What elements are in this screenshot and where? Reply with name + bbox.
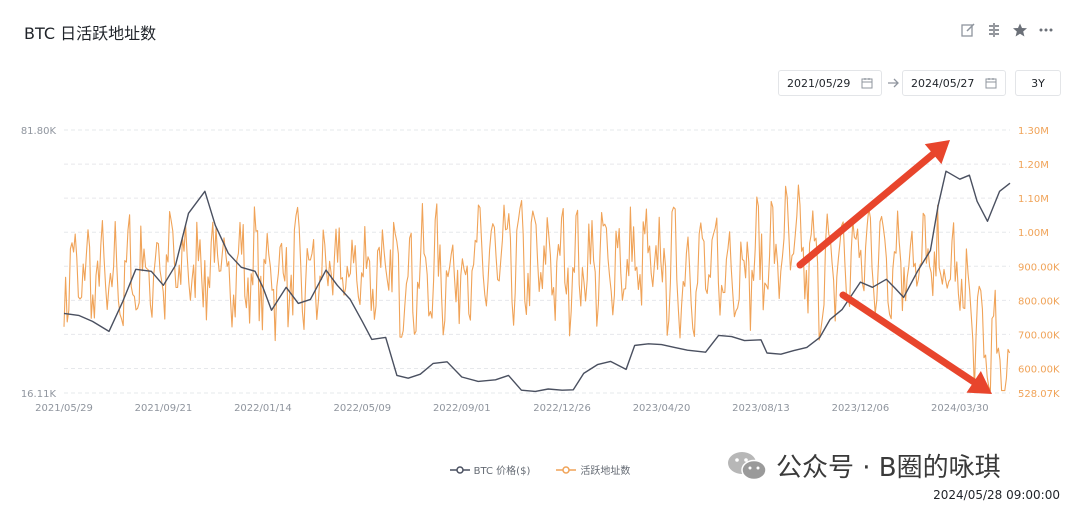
arrow-right-icon xyxy=(888,78,899,88)
arrow-up-right xyxy=(796,140,950,269)
chart-title: BTC 日活跃地址数 xyxy=(24,24,157,43)
timestamp: 2024/05/28 09:00:00 xyxy=(933,488,1060,502)
y-right-tick-label: 1.00M xyxy=(1018,228,1049,239)
wechat-logo-icon xyxy=(728,451,767,480)
y-right-tick-label: 1.30M xyxy=(1018,126,1049,137)
compare-icon[interactable] xyxy=(986,22,1002,38)
legend-line-icon xyxy=(449,465,470,474)
series-line-btc-price xyxy=(63,170,1011,393)
y-right-tick-label: 700.00K xyxy=(1018,330,1060,341)
y-right-tick-label: 528.07K xyxy=(1018,389,1060,400)
x-tick-label: 2023/08/13 xyxy=(732,403,790,414)
x-tick-label: 2022/12/26 xyxy=(533,403,591,414)
y-left-tick-label: 81.80K xyxy=(21,126,57,137)
start-date-value: 2021/05/29 xyxy=(787,76,851,90)
chart-legend: BTC 价格($) 活跃地址数 xyxy=(0,462,1080,477)
toolbar xyxy=(960,22,1054,38)
line-chart: 1.30M 1.20M 1.10M 1.00M 900.00K 800.00K 700.00… xyxy=(21,126,1060,414)
x-tick-label: 2021/09/21 xyxy=(135,403,193,414)
edit-icon[interactable] xyxy=(960,22,976,38)
x-tick-label: 2023/12/06 xyxy=(832,403,890,414)
arrow-shaft xyxy=(839,291,978,386)
y-right-tick-label: 1.10M xyxy=(1018,194,1049,205)
x-tick-label: 2022/01/14 xyxy=(234,403,292,414)
start-date-input[interactable]: 2021/05/29 xyxy=(778,70,882,96)
end-date-value: 2024/05/27 xyxy=(911,76,975,90)
arrow-head xyxy=(966,370,992,394)
x-tick-label: 2022/05/09 xyxy=(334,403,392,414)
more-icon[interactable] xyxy=(1038,22,1054,38)
y-right-tick-label: 800.00K xyxy=(1018,296,1060,307)
arrow-shaft xyxy=(796,150,937,269)
x-tick-label: 2021/05/29 xyxy=(35,403,93,414)
y-right-tick-label: 900.00K xyxy=(1018,262,1060,273)
x-tick-label: 2024/03/30 xyxy=(931,403,989,414)
legend-item-addresses[interactable]: 活跃地址数 xyxy=(556,462,630,477)
watermark-text: 公众号 · B圈的咏琪 xyxy=(776,453,1001,483)
legend-label-btc: BTC 价格($) xyxy=(473,466,531,477)
y-right-tick-label: 600.00K xyxy=(1018,364,1060,375)
x-tick-label: 2023/04/20 xyxy=(633,403,691,414)
legend-item-btc[interactable]: BTC 价格($) xyxy=(449,462,531,477)
range-3y-button[interactable]: 3Y xyxy=(1015,70,1061,96)
end-date-input[interactable]: 2024/05/27 xyxy=(902,70,1006,96)
y-left-tick-label: 16.11K xyxy=(21,389,57,400)
series-line-active-addresses xyxy=(63,184,1011,392)
arrow-down-right xyxy=(839,291,992,394)
y-right-tick-label: 1.20M xyxy=(1018,160,1049,171)
legend-line-icon xyxy=(556,465,577,474)
annotation-arrows xyxy=(796,140,992,394)
star-icon[interactable] xyxy=(1012,22,1028,38)
arrow-head xyxy=(924,140,950,165)
x-tick-label: 2022/09/01 xyxy=(433,403,491,414)
calendar-icon xyxy=(985,78,997,89)
watermark: 公众号 · B圈的咏琪 xyxy=(726,447,1001,484)
calendar-icon xyxy=(861,78,873,89)
legend-label-addresses: 活跃地址数 xyxy=(580,466,631,477)
